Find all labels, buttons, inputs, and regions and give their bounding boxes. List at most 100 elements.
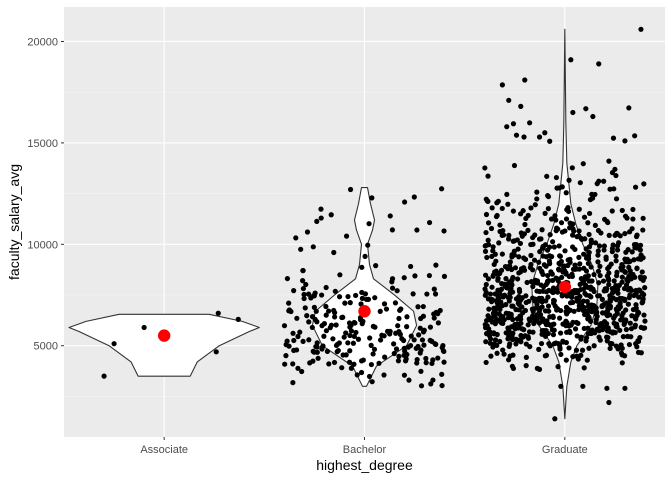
data-point xyxy=(308,295,314,301)
data-point xyxy=(505,336,511,342)
data-point xyxy=(306,337,312,343)
data-point xyxy=(404,324,410,330)
data-point xyxy=(485,173,491,179)
data-point xyxy=(618,342,624,348)
data-point xyxy=(343,330,349,336)
data-point xyxy=(536,346,542,352)
data-point xyxy=(323,312,329,318)
data-point xyxy=(347,332,353,339)
data-point xyxy=(498,320,505,326)
data-point xyxy=(525,335,532,341)
data-point xyxy=(575,320,581,327)
data-point xyxy=(295,333,301,340)
data-point xyxy=(557,253,563,259)
data-point xyxy=(345,293,351,300)
data-point xyxy=(606,399,612,406)
data-point xyxy=(521,265,527,271)
data-point xyxy=(632,245,638,251)
data-point xyxy=(507,259,513,265)
data-point xyxy=(614,321,620,327)
x-axis-ticks: Associate Bachelor Graduate xyxy=(140,437,588,456)
data-point xyxy=(601,301,607,308)
data-point xyxy=(549,254,555,260)
data-point xyxy=(497,270,503,276)
data-point xyxy=(351,319,357,326)
data-point xyxy=(372,295,378,301)
data-point xyxy=(334,341,341,347)
data-point xyxy=(431,315,437,321)
data-point xyxy=(351,361,357,367)
data-point xyxy=(597,263,603,269)
data-point xyxy=(545,206,551,212)
data-point xyxy=(528,261,534,268)
data-point xyxy=(483,229,489,236)
data-point xyxy=(538,340,545,347)
data-point xyxy=(578,301,585,307)
data-point xyxy=(599,296,605,302)
data-point xyxy=(563,216,570,222)
data-point xyxy=(528,205,534,211)
data-point xyxy=(630,206,636,213)
data-point xyxy=(631,257,637,263)
data-point xyxy=(552,416,558,422)
data-point xyxy=(359,321,365,327)
data-point xyxy=(486,306,492,312)
data-point xyxy=(505,201,511,207)
data-point xyxy=(592,240,599,246)
data-point xyxy=(340,352,346,358)
data-point xyxy=(628,326,635,332)
data-point xyxy=(618,317,624,323)
data-point xyxy=(347,186,354,193)
data-point xyxy=(630,216,636,222)
data-point xyxy=(593,317,599,323)
data-point xyxy=(504,124,510,130)
data-point xyxy=(593,311,599,317)
y-tick-label: 20000 xyxy=(27,36,58,48)
data-point xyxy=(485,237,491,243)
data-point xyxy=(488,296,494,303)
data-point xyxy=(342,300,348,306)
data-point xyxy=(576,206,582,212)
data-point xyxy=(482,286,488,292)
data-point xyxy=(435,320,441,326)
data-point xyxy=(490,244,496,250)
data-point xyxy=(576,266,583,272)
data-point xyxy=(595,268,602,274)
data-point xyxy=(521,327,527,333)
data-point xyxy=(581,214,588,220)
data-point xyxy=(516,254,522,260)
data-point xyxy=(304,229,311,235)
data-point xyxy=(526,298,532,304)
data-point xyxy=(515,337,522,343)
data-point xyxy=(539,227,545,233)
data-point xyxy=(545,193,551,199)
data-point xyxy=(300,285,306,292)
data-point xyxy=(570,226,576,232)
data-point xyxy=(335,347,341,354)
data-point xyxy=(408,263,414,270)
data-point xyxy=(412,273,418,279)
data-point xyxy=(504,191,510,198)
data-point xyxy=(629,249,635,255)
data-point xyxy=(429,360,435,367)
mean-marker-graduate xyxy=(558,280,572,294)
data-point xyxy=(623,317,629,323)
data-point xyxy=(588,237,594,243)
data-point xyxy=(301,291,307,298)
data-point xyxy=(547,244,553,250)
data-point xyxy=(371,346,378,352)
data-point xyxy=(484,254,490,261)
data-point xyxy=(440,348,447,354)
data-point xyxy=(565,205,571,211)
data-point xyxy=(215,310,221,316)
data-point xyxy=(401,372,408,378)
data-point xyxy=(284,275,291,282)
data-point xyxy=(488,315,494,321)
data-point xyxy=(563,271,569,277)
data-point xyxy=(514,237,520,243)
data-point xyxy=(439,382,445,389)
data-point xyxy=(441,273,448,279)
data-point xyxy=(494,350,500,356)
data-point xyxy=(557,330,564,336)
data-point xyxy=(416,332,422,338)
